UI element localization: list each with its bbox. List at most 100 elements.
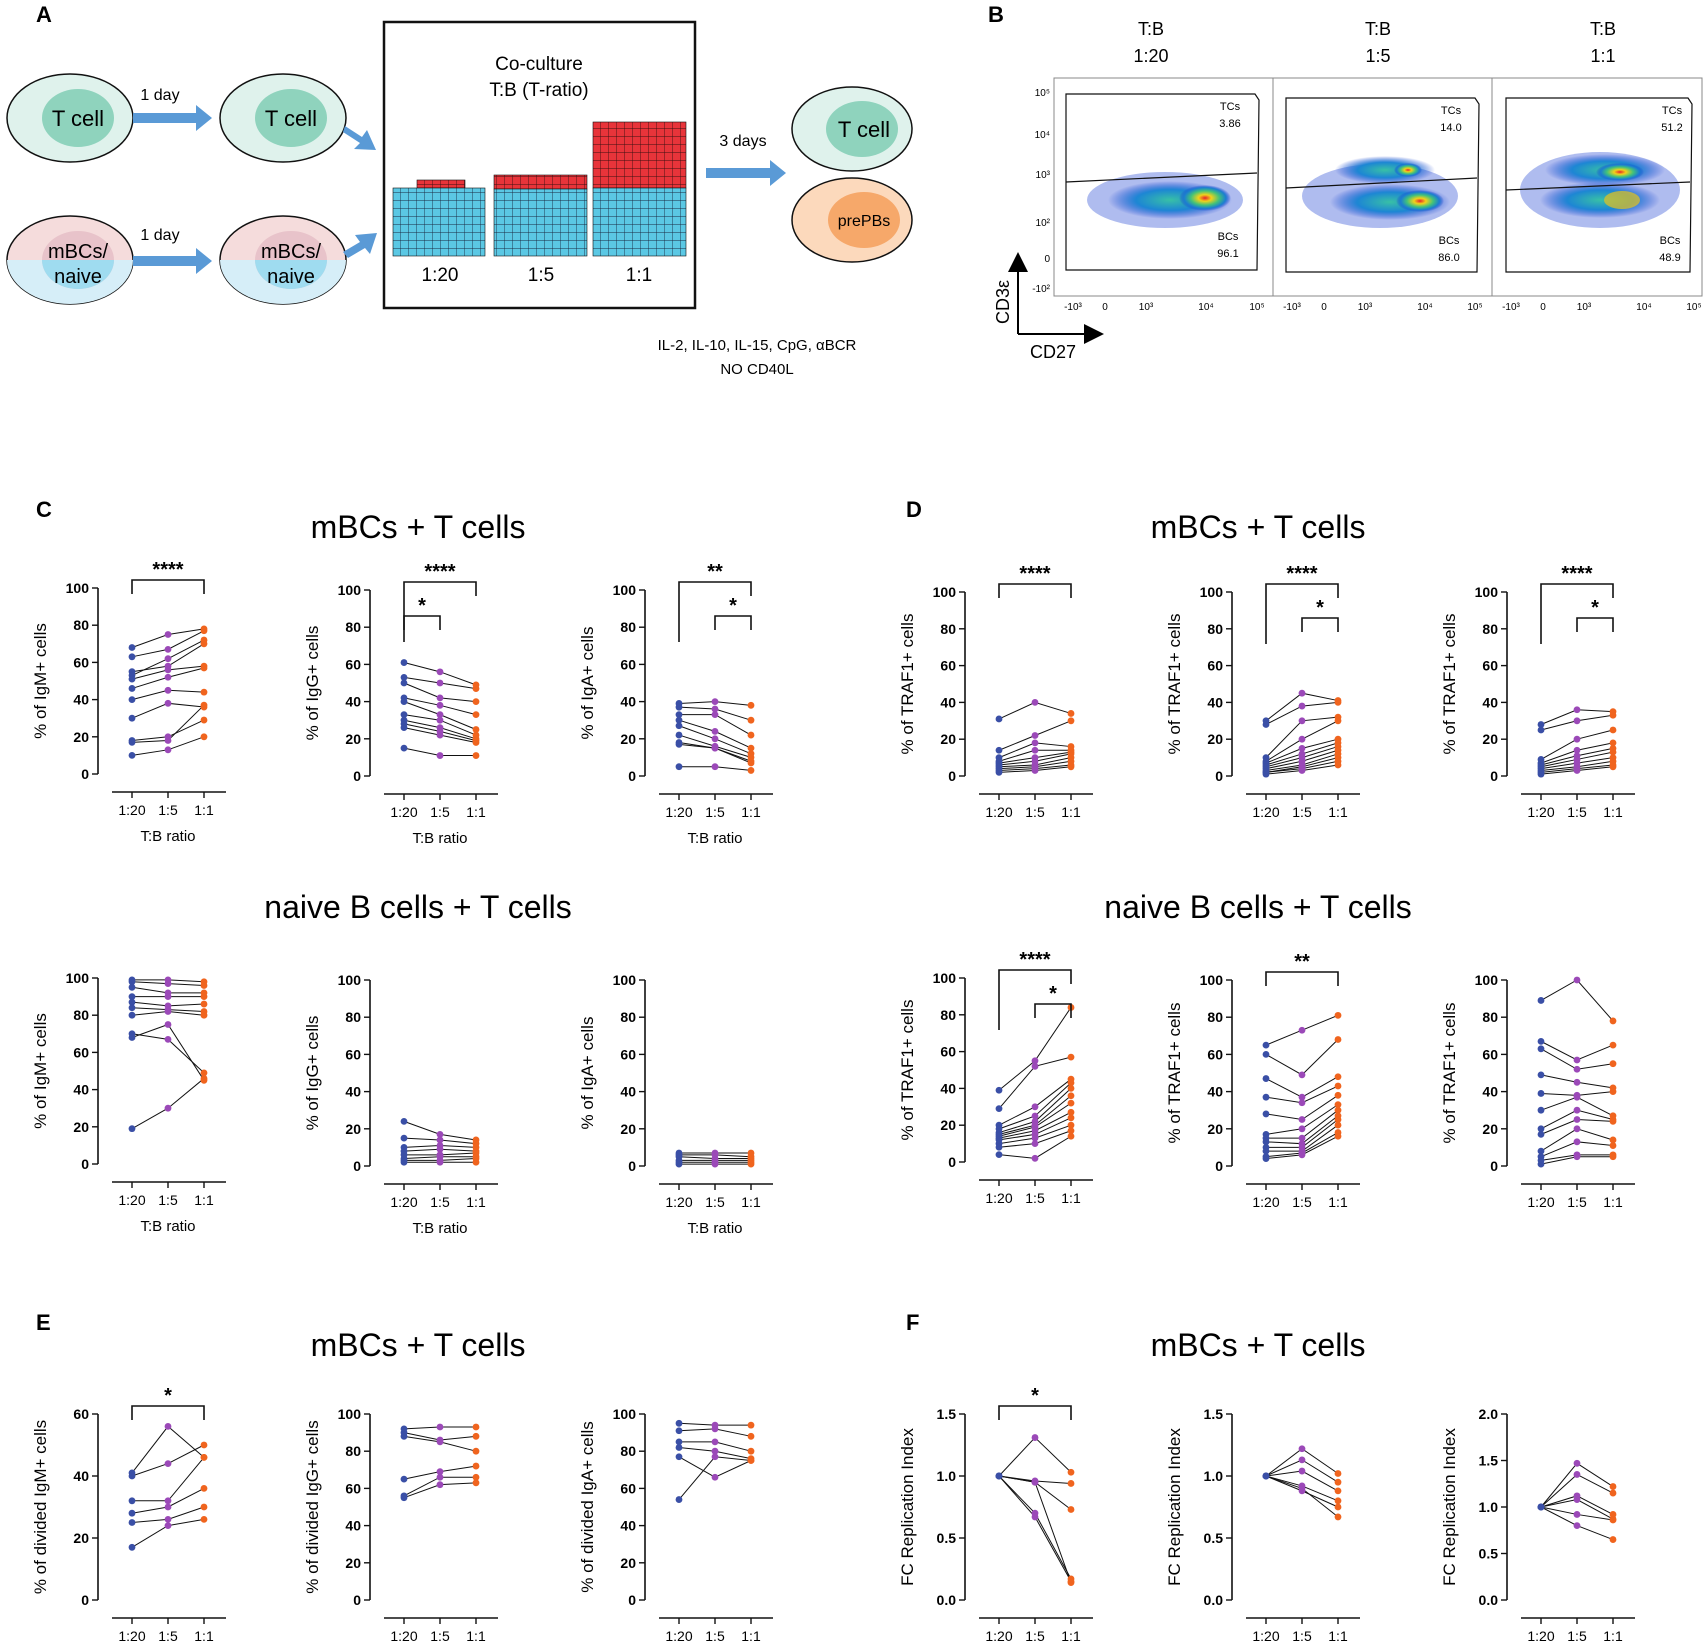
data-point (1609, 1060, 1617, 1068)
data-point (1573, 1138, 1581, 1146)
data-point (400, 744, 408, 752)
x-tick-label: 1:20 (390, 804, 417, 820)
data-point (164, 655, 172, 663)
data-point (1031, 1134, 1039, 1142)
x-axis-label: T:B ratio (412, 1220, 467, 1237)
y-tick-label: 100 (1475, 584, 1499, 600)
x-axis-label: T:B ratio (687, 830, 742, 847)
y-tick-label: 20 (73, 729, 89, 745)
y-tick-label: 0 (1490, 1158, 1498, 1174)
flow-xtick: 10⁴ (1417, 302, 1432, 313)
data-point (400, 711, 408, 719)
x-tick-label: 1:5 (158, 1628, 178, 1644)
data-point (995, 1105, 1003, 1113)
significance-label: * (418, 595, 426, 617)
significance-label: * (1049, 983, 1057, 1005)
data-point (1031, 1062, 1039, 1070)
data-point (711, 1438, 719, 1446)
data-point (128, 1004, 136, 1012)
data-point (128, 1125, 136, 1133)
data-point (436, 1130, 444, 1138)
data-point (1334, 1487, 1342, 1495)
mbcs-start-line1: mBCs/ (48, 241, 108, 263)
coculture-title: Co-culture (495, 54, 583, 75)
y-axis-label: % of IgA+ cells (578, 627, 597, 740)
data-point (164, 1497, 172, 1505)
data-point (1067, 1108, 1075, 1116)
y-tick-label: 0 (1215, 1158, 1223, 1174)
flow-tcs-label-3: TCs (1662, 105, 1683, 117)
y-tick-label: 0.5 (1204, 1530, 1224, 1546)
chart-e1: 0 20 40 60 1:20 1:5 1:1 % of divided IgM+ cells… (31, 1385, 226, 1644)
x-tick-label: 1:20 (1527, 1628, 1554, 1644)
data-point (1334, 1497, 1342, 1505)
data-point (747, 731, 755, 739)
data-point (400, 1117, 408, 1125)
data-point (1031, 1478, 1039, 1486)
y-tick-label: 60 (620, 1480, 636, 1496)
data-point (1298, 1093, 1306, 1101)
data-point (1262, 1075, 1270, 1082)
x-tick-label: 1:1 (466, 804, 486, 820)
y-tick-label: 40 (940, 694, 956, 710)
data-point (1067, 1480, 1075, 1487)
data-point (1334, 1011, 1342, 1019)
x-tick-label: 1:1 (194, 1192, 214, 1208)
data-point (200, 716, 208, 724)
data-point (128, 653, 136, 661)
arrow-day1-bottom (133, 248, 212, 274)
flow-xtick: 10³ (1139, 302, 1154, 313)
y-tick-label: 80 (345, 619, 361, 635)
data-point (1298, 1099, 1306, 1107)
data-point (1262, 1472, 1270, 1480)
data-point (1573, 1459, 1581, 1467)
panel-letter-a: A (36, 2, 52, 27)
data-point (1609, 1516, 1617, 1524)
data-point (1609, 1017, 1617, 1025)
y-tick-label: 0 (628, 1592, 636, 1608)
arrow-days3 (706, 160, 786, 186)
y-tick-label: 100 (66, 580, 90, 596)
data-point (747, 1447, 755, 1455)
data-point (200, 1011, 208, 1019)
data-point (1573, 746, 1581, 754)
panel-letter-d: D (906, 497, 922, 522)
data-point (128, 752, 136, 759)
flow-bcs-label-3: BCs (1660, 235, 1681, 247)
data-point (436, 679, 444, 687)
x-tick-label: 1:1 (1061, 1190, 1081, 1206)
coculture-subtitle: T:B (T-ratio) (489, 80, 588, 101)
conditions-line1: IL-2, IL-10, IL-15, CpG, αBCR (658, 337, 857, 354)
dot-plot-charts: 0 20 40 60 80 100 1:20 1:5 1:1 T:B ratio % of IgM+… (31, 559, 1635, 1644)
x-tick-label: 1:20 (1252, 1628, 1279, 1644)
x-tick-label: 1:5 (1567, 804, 1587, 820)
data-point (1573, 735, 1581, 743)
data-point (400, 1475, 408, 1483)
data-point (1609, 1153, 1617, 1161)
x-tick-label: 1:5 (1292, 1194, 1312, 1210)
data-point (675, 1438, 683, 1446)
data-point (128, 696, 136, 703)
data-point (472, 685, 480, 692)
data-point (436, 1145, 444, 1153)
significance-bracket (1265, 583, 1339, 644)
tcell-end-label: T cell (838, 117, 890, 142)
data-point (1573, 1093, 1581, 1101)
ratio-label-1-20: 1:20 (422, 265, 459, 286)
y-tick-label: 60 (345, 1046, 361, 1062)
y-tick-label: 80 (345, 1443, 361, 1459)
data-point (1031, 746, 1039, 754)
data-point (200, 993, 208, 1000)
data-point (472, 1462, 480, 1470)
data-point (1298, 717, 1306, 725)
x-tick-label: 1:5 (1567, 1628, 1587, 1644)
y-tick-label: 60 (1482, 658, 1498, 674)
x-tick-label: 1:1 (1603, 1194, 1623, 1210)
y-tick-label: 40 (620, 1084, 636, 1100)
data-point (164, 631, 172, 638)
x-axis-label: T:B ratio (412, 830, 467, 847)
data-point (1573, 1125, 1581, 1133)
x-tick-label: 1:20 (1252, 804, 1279, 820)
data-point (128, 1543, 136, 1551)
data-point (1031, 1140, 1039, 1147)
